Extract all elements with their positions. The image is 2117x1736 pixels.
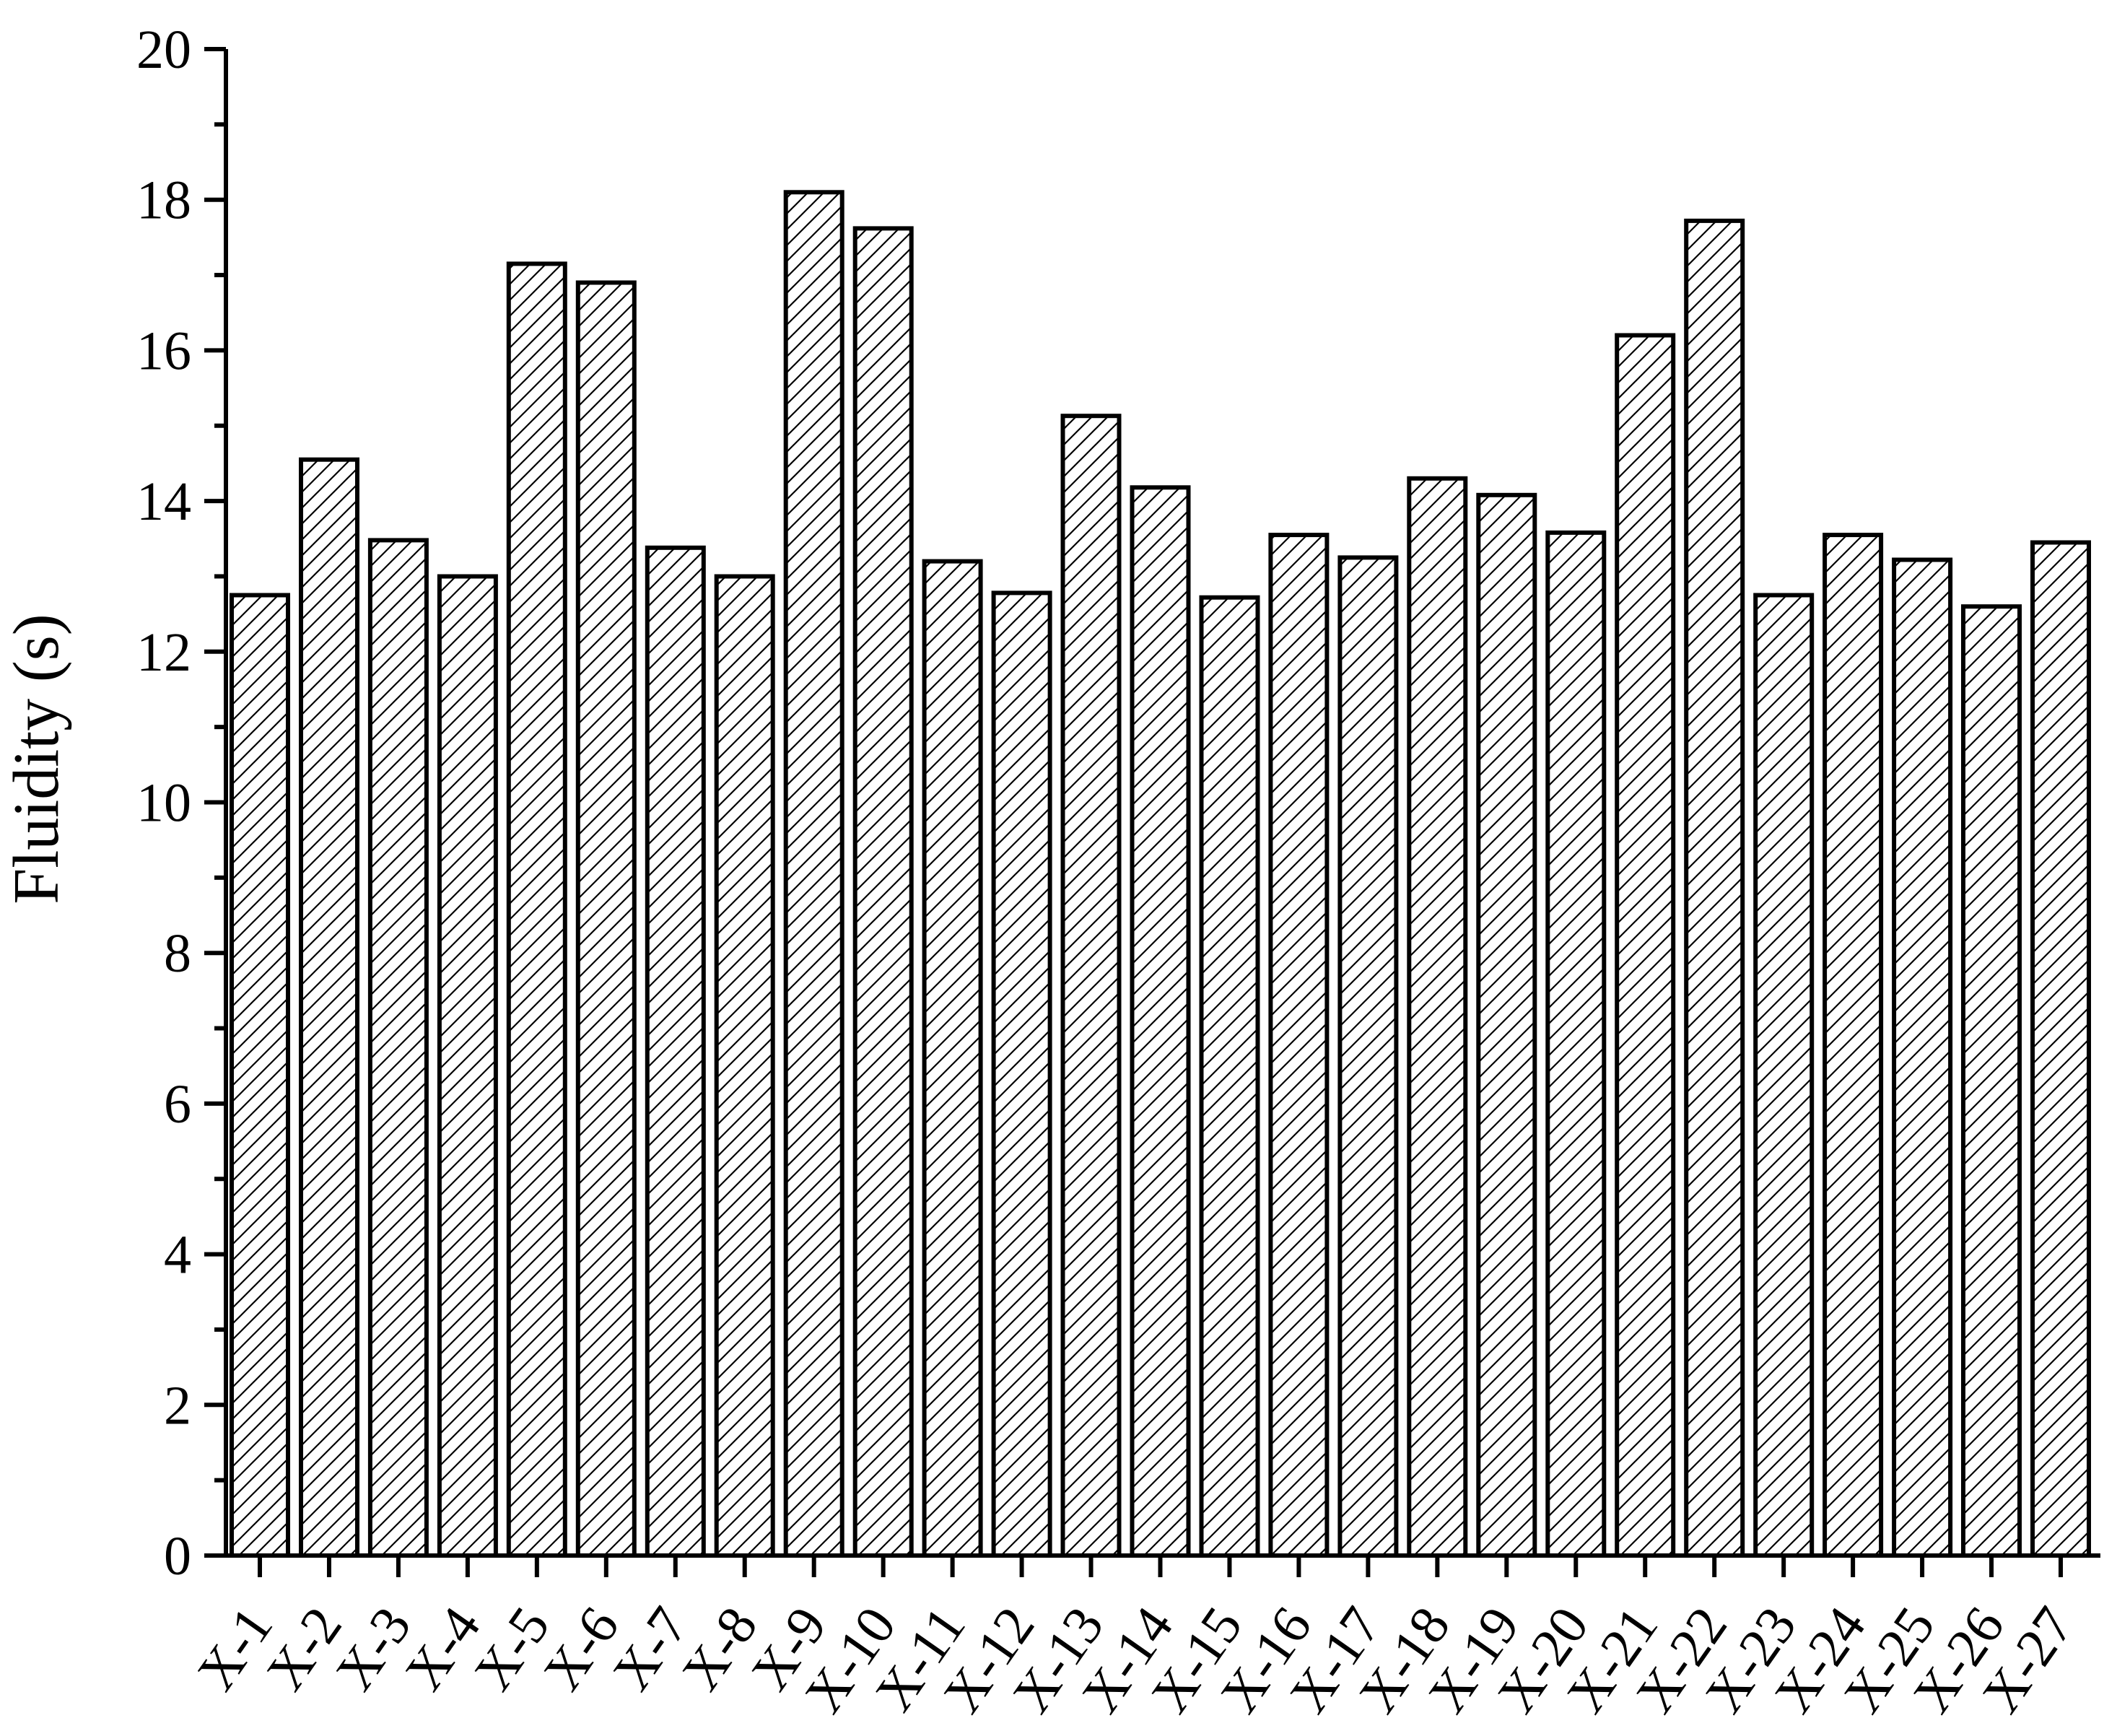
bar-X-16 [1268,533,1330,1558]
bar-X-1 [230,593,290,1558]
bar-X-26 [1961,604,2022,1558]
bar-X-17 [1337,555,1399,1558]
y-tick-label: 8 [164,923,191,984]
y-tick-label: 18 [136,170,191,231]
bar-X-3 [367,538,429,1558]
bar-X-9 [783,190,844,1558]
bar-X-22 [1684,218,1745,1558]
y-tick-label: 2 [164,1375,191,1436]
bar-X-24 [1823,533,1884,1558]
bar-X-5 [506,261,567,1558]
bar-X-7 [645,545,706,1558]
bar-X-19 [1476,492,1537,1558]
bar-X-6 [575,280,637,1558]
y-tick-label: 6 [164,1074,191,1135]
bar-X-13 [1060,414,1122,1558]
y-tick-label: 0 [164,1526,191,1587]
y-tick-label: 14 [136,471,191,532]
bar-X-12 [991,590,1052,1558]
y-tick-label: 10 [136,773,191,834]
bar-X-10 [852,226,914,1558]
y-axis: 0 2 4 6 8 10 12 14 16 18 20 [136,19,228,1587]
y-tick-label: 20 [136,19,191,80]
bar-X-25 [1892,557,1953,1558]
bar-X-23 [1753,593,1815,1558]
x-axis: X-1X-2X-3X-4X-5X-6X-7X-8X-9X-10X-11X-12X… [185,1553,2100,1724]
y-tick-label: 12 [136,622,191,683]
bar-X-14 [1130,485,1191,1558]
y-tick-label: 4 [164,1225,191,1286]
y-axis-title: Fluidity (s) [1,614,72,904]
bars-group [230,190,2091,1558]
bar-X-18 [1407,476,1468,1558]
bar-X-2 [299,457,359,1558]
bar-X-21 [1615,333,1676,1558]
bar-X-11 [922,559,983,1558]
bar-X-15 [1199,595,1260,1558]
bar-X-20 [1545,530,1607,1558]
bar-X-8 [714,574,775,1558]
bar-X-27 [2030,540,2091,1558]
bar-X-4 [437,574,498,1558]
y-tick-label: 16 [136,320,191,381]
